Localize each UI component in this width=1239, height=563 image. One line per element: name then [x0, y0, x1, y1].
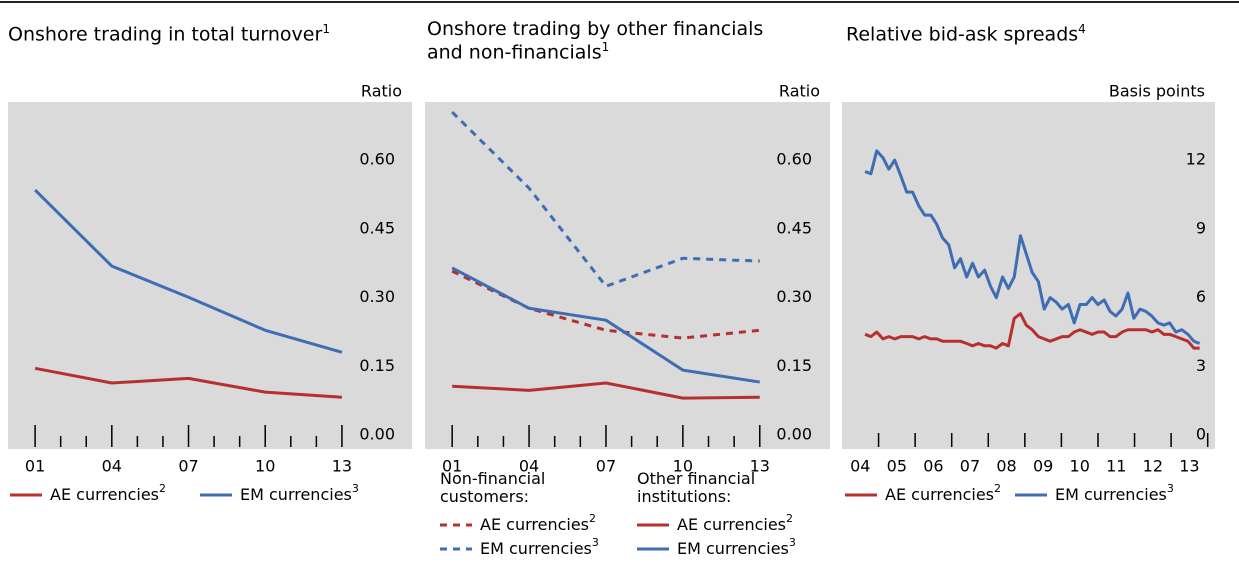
legend-name: AE currencies [50, 485, 159, 504]
legend-heading: Non-financial customers: [440, 469, 546, 506]
series-line [452, 381, 760, 400]
y-tick-label: 0.00 [359, 425, 395, 444]
y-tick-label: 0.30 [359, 287, 395, 306]
legend-label: AE currencies2 [480, 512, 596, 534]
series-line [864, 149, 1201, 345]
title-text: Onshore trading in total turnover [8, 23, 323, 46]
y-tick-label: 0.00 [776, 425, 812, 444]
axis-unit: Basis points [1109, 82, 1205, 101]
legend-heading: Other financial institutions: [637, 469, 756, 506]
title-note: 4 [1078, 22, 1086, 36]
y-tick-label: 0.60 [776, 150, 812, 169]
axis-unit: Ratio [779, 82, 820, 101]
series-line [451, 111, 760, 288]
legend-label: AE currencies2 [885, 482, 1001, 504]
x-tick-label: 05 [887, 457, 907, 476]
y-tick-label: 9 [1196, 218, 1206, 237]
x-tick-label: 01 [25, 457, 45, 476]
plot-area [425, 102, 830, 449]
y-tick-label: 0.15 [776, 356, 812, 375]
x-tick-label: 13 [1179, 457, 1199, 476]
x-tick-label: 09 [1033, 457, 1053, 476]
legend-label: EM currencies3 [480, 536, 599, 558]
series-line [34, 188, 343, 354]
legend-name: EM currencies [1055, 485, 1167, 504]
x-tick-label: 06 [923, 457, 943, 476]
legend-note: 3 [1167, 482, 1174, 495]
x-tick-label: 10 [1070, 457, 1090, 476]
y-tick-label: 6 [1196, 287, 1206, 306]
legend-name: AE currencies [480, 515, 589, 534]
series-line [864, 312, 1200, 350]
x-tick-label: 04 [102, 457, 122, 476]
x-tick-label: 13 [750, 457, 770, 476]
y-tick-label: 0 [1196, 425, 1206, 444]
legend-name: EM currencies [480, 539, 592, 558]
y-tick-label: 0.15 [359, 356, 395, 375]
panel-title: Onshore trading by other financials and … [427, 18, 802, 64]
legend-label: AE currencies2 [677, 512, 793, 534]
x-tick-label: 07 [596, 457, 616, 476]
title-note: 1 [322, 22, 330, 36]
legend-label: EM currencies3 [240, 482, 359, 504]
x-tick-label: 11 [1106, 457, 1126, 476]
panel-title: Onshore trading in total turnover1 [8, 20, 408, 46]
legend-name: EM currencies [240, 485, 352, 504]
series-line [451, 266, 760, 384]
legend-note: 2 [159, 482, 166, 495]
legend-label: EM currencies3 [677, 536, 796, 558]
legend-name: EM currencies [677, 539, 789, 558]
legend-note: 2 [589, 512, 596, 525]
legend-label: AE currencies2 [50, 482, 166, 504]
legend-label: EM currencies3 [1055, 482, 1174, 504]
x-tick-label: 07 [178, 457, 198, 476]
y-tick-label: 0.45 [776, 218, 812, 237]
panel-title: Relative bid-ask spreads4 [846, 20, 1216, 46]
legend-note: 3 [789, 536, 796, 549]
y-tick-label: 0.60 [359, 150, 395, 169]
y-tick-label: 12 [1186, 150, 1206, 169]
legend-name: AE currencies [885, 485, 994, 504]
legend-note: 3 [352, 482, 359, 495]
y-tick-label: 0.45 [359, 218, 395, 237]
y-tick-label: 3 [1196, 356, 1206, 375]
title-text: Relative bid-ask spreads [846, 23, 1079, 46]
x-tick-label: 04 [519, 457, 539, 476]
title-text: Onshore trading by other financials and … [427, 18, 764, 64]
legend-name: AE currencies [677, 515, 786, 534]
x-tick-label: 07 [960, 457, 980, 476]
legend-note: 3 [592, 536, 599, 549]
title-note: 1 [601, 40, 610, 54]
series-line [34, 366, 343, 399]
legend-note: 2 [786, 512, 793, 525]
legend-note: 2 [994, 482, 1001, 495]
y-tick-label: 0.30 [776, 287, 812, 306]
x-tick-label: 10 [255, 457, 275, 476]
x-tick-label: 01 [442, 457, 462, 476]
x-tick-label: 12 [1143, 457, 1163, 476]
x-tick-label: 10 [673, 457, 693, 476]
x-tick-label: 04 [850, 457, 870, 476]
plot-area [842, 102, 1215, 449]
plot-area [8, 102, 412, 449]
axis-unit: Ratio [361, 82, 402, 101]
x-tick-label: 13 [332, 457, 352, 476]
x-tick-label: 08 [996, 457, 1016, 476]
